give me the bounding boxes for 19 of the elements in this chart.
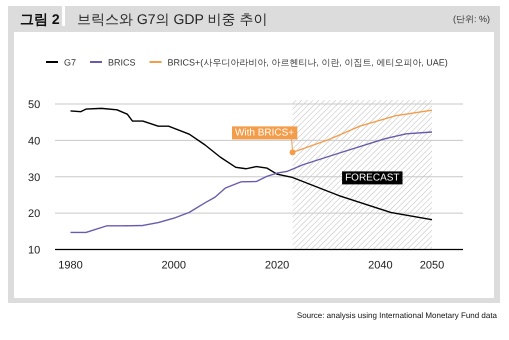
y-tick-label: 30 xyxy=(28,172,40,184)
x-tick-label: 2040 xyxy=(368,260,393,272)
annotation: With BRICS+ xyxy=(234,127,294,138)
x-tick-label: 2020 xyxy=(264,260,290,272)
legend-label: G7 xyxy=(64,58,76,68)
legend-label: BRICS+(사우디아라비아, 아르헨티나, 이란, 이집트, 에티오피아, UAE) xyxy=(168,58,448,68)
chart-title: 브릭스와 G7의 GDP 비중 추이 xyxy=(77,11,268,27)
source-note: Source: analysis using International Monetary Fund data xyxy=(296,311,498,320)
y-tick-label: 40 xyxy=(28,135,40,148)
y-tick-label: 50 xyxy=(28,99,40,111)
y-tick-label: 10 xyxy=(28,244,40,256)
y-tick-label: 20 xyxy=(28,208,40,220)
x-tick-label: 2000 xyxy=(162,260,186,272)
x-tick-label: 2050 xyxy=(420,260,444,272)
x-tick-label: 1980 xyxy=(58,260,83,272)
legend-label: BRICS xyxy=(108,58,136,68)
chart-subtitle: 그림 2 xyxy=(20,11,60,27)
text: (단위: %) xyxy=(453,14,490,24)
band-label: FORECAST xyxy=(345,172,400,184)
